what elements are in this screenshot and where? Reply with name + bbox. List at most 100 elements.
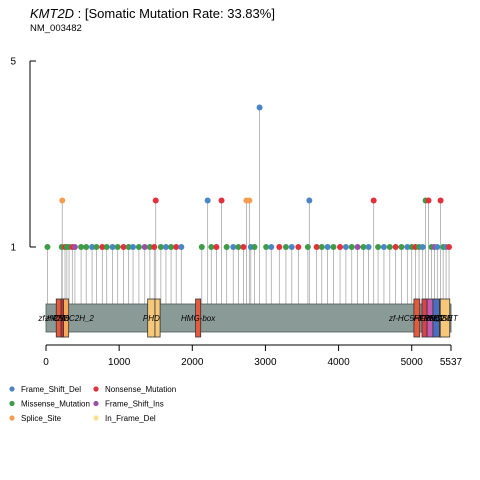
lollipop-head [141,244,148,250]
protein-domain [154,298,161,338]
lollipop-head [256,104,263,111]
legend-label: Missense_Mutation [21,400,90,409]
x-tick-label: 2000 [181,357,204,368]
lollipop-head [419,244,426,250]
protein-domain [413,298,421,338]
legend-label: Frame_Shift_Del [21,385,81,394]
lollipop-head [386,244,393,250]
lollipop-head [375,244,382,250]
lollipop-head [354,244,361,250]
lollipop-head [282,244,289,250]
lollipop-head [230,244,237,250]
domain-label: zf-CW [44,314,69,323]
lollipop-head [83,244,90,250]
lollipop-head [78,244,85,250]
lollipop-head [103,244,110,250]
domain-label: SET [428,314,445,323]
lollipop-head [125,244,132,250]
protein-domain [439,298,451,338]
x-tick-label: 3000 [254,357,277,368]
lollipop-stems [47,107,450,304]
lollipop-head [114,244,121,250]
lollipop-head [213,244,220,250]
lollipop-head [398,244,405,250]
mutation-rate: : [Somatic Mutation Rate: 33.83%] [74,6,275,21]
lollipop-head [240,244,247,250]
lollipop-head [99,244,106,250]
lollipop-head [168,244,175,250]
lollipop-head [157,244,164,250]
lollipop-head [146,244,153,250]
lollipop-head [59,197,66,204]
lollipop-head [337,244,344,250]
lollipop-head [130,244,137,250]
lollipop-head [360,244,367,250]
x-tick-label: 5537 [440,357,463,368]
protein-domain [63,298,70,338]
lollipop-head [173,244,180,250]
domain-label: HMG-box [181,314,216,323]
lollipop-head [178,244,185,250]
gene-name: KMT2D [30,6,74,21]
domain-label: PHD [53,314,70,323]
legend-swatch [9,415,15,421]
lollipop-head [93,244,100,250]
lollipop-head [152,197,159,204]
lollipop-head [342,244,349,250]
lollipop-head [313,244,320,250]
lollipop-head [365,244,372,250]
lollipop-head [306,197,313,204]
x-tick-label: 1000 [108,357,131,368]
lollipop-head [446,244,453,250]
legend-swatch [9,386,15,392]
lollipop-head [251,244,258,250]
lollipop-head [151,244,158,250]
legend-swatch [93,386,99,392]
lollipop-head [437,197,444,204]
lollipop-head [434,244,441,250]
protein-backbone [45,303,452,333]
lollipop-head [288,244,295,250]
domain-label: zf-HC5HC2H_2 [388,314,445,323]
legend-swatch [9,400,15,407]
lollipop-head [404,244,411,250]
lollipop-head [330,244,337,250]
legend-swatch [93,415,99,421]
legend-label: Splice_Site [21,414,62,423]
legend-label: Nonsense_Mutation [105,385,176,394]
lollipop-head [71,244,78,250]
y-axis: 15 [10,57,36,254]
protein-domain [195,298,202,338]
lollipop-head [135,244,142,250]
domain-label: WIN [437,314,453,323]
lollipop-head [218,197,225,204]
lollipop-head [89,244,96,250]
y-tick-label: 5 [10,57,16,68]
legend-label: In_Frame_Del [105,414,156,423]
lollipop-head [392,244,399,250]
lollipop-head [44,244,51,250]
domain-label: Post-SET [423,314,458,323]
domain-label: FYRC [419,314,441,323]
x-tick-label: 0 [43,357,49,368]
chart-title: KMT2D : [Somatic Mutation Rate: 33.83%] … [30,6,275,34]
lollipop-head [295,244,302,250]
lollipop-head [204,197,211,204]
lollipop-head [348,244,355,250]
legend-label: Frame_Shift_Ins [105,400,164,409]
y-tick-label: 1 [10,243,16,254]
x-tick-label: 4000 [327,357,350,368]
lollipop-head [162,244,169,250]
domain-label: PHD [143,314,160,323]
lollipop-head [198,244,205,250]
legend-swatch [93,400,99,407]
domain-label: zf-HC5HC2H_2 [37,314,94,323]
transcript-id: NM_003482 [30,23,82,34]
svg-text:KMT2D : [Somatic Mutation Rate: KMT2D : [Somatic Mutation Rate: 33.83%] [30,6,275,21]
lollipop-head [120,244,127,250]
legend: Frame_Shift_Del Nonsense_Mutation Missense… [9,385,176,423]
lollipop-head [223,244,230,250]
lollipop-head [425,197,432,204]
